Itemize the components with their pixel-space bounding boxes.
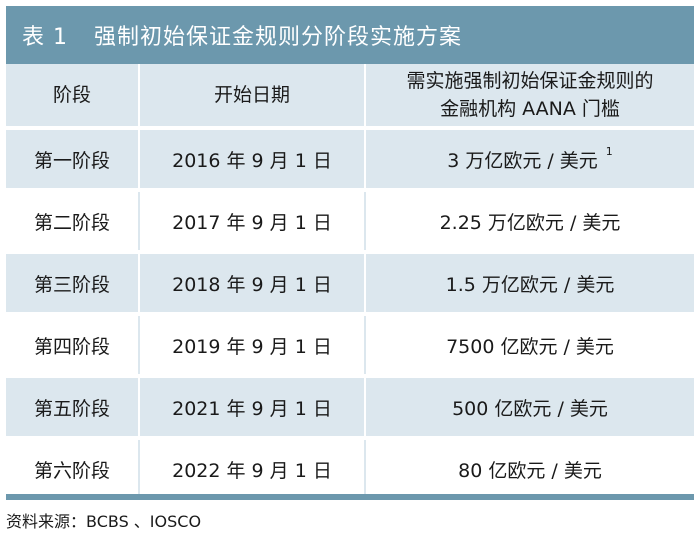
source-note: 资料来源：BCBS 、IOSCO — [6, 512, 202, 531]
table-row: 第五阶段 2021 年 9 月 1 日 500 亿欧元 / 美元 — [6, 378, 694, 440]
threshold-cell: 80 亿欧元 / 美元 — [458, 459, 602, 482]
phase-cell: 第三阶段 — [6, 254, 140, 312]
start-date-cell: 2016 年 9 月 1 日 — [140, 130, 366, 188]
header-start-date: 开始日期 — [140, 64, 366, 126]
phase-cell: 第四阶段 — [6, 316, 140, 374]
threshold-cell: 500 亿欧元 / 美元 — [452, 397, 608, 420]
phase-cell: 第五阶段 — [6, 378, 140, 436]
header-aana-line2: 金融机构 AANA 门槛 — [440, 98, 620, 120]
table-row: 第三阶段 2018 年 9 月 1 日 1.5 万亿欧元 / 美元 — [6, 254, 694, 316]
phase-table: 阶段 开始日期 需实施强制初始保证金规则的 金融机构 AANA 门槛 第一阶段 … — [6, 64, 694, 502]
table-row: 第六阶段 2022 年 9 月 1 日 80 亿欧元 / 美元 — [6, 440, 694, 502]
threshold-cell: 2.25 万亿欧元 / 美元 — [439, 211, 621, 234]
phase-cell: 第六阶段 — [6, 440, 140, 498]
threshold-value: 3 万亿欧元 / 美元 — [447, 149, 598, 172]
header-phase: 阶段 — [6, 64, 140, 126]
table-number: 表 1 — [22, 25, 68, 50]
start-date-cell: 2017 年 9 月 1 日 — [140, 192, 366, 250]
table-title-bar: 表 1 强制初始保证金规则分阶段实施方案 — [6, 6, 694, 64]
footnote-marker: 1 — [605, 144, 613, 158]
threshold-cell: 1.5 万亿欧元 / 美元 — [445, 273, 615, 296]
table-bottom-rule — [6, 494, 694, 500]
table-row: 第一阶段 2016 年 9 月 1 日 3 万亿欧元 / 美元 1 — [6, 130, 694, 192]
header-aana-line1: 需实施强制初始保证金规则的 — [406, 70, 654, 92]
start-date-cell: 2021 年 9 月 1 日 — [140, 378, 366, 436]
table-title: 强制初始保证金规则分阶段实施方案 — [94, 25, 463, 50]
table-row: 第四阶段 2019 年 9 月 1 日 7500 亿欧元 / 美元 — [6, 316, 694, 378]
header-aana-threshold: 需实施强制初始保证金规则的 金融机构 AANA 门槛 — [366, 64, 694, 126]
table-row: 第二阶段 2017 年 9 月 1 日 2.25 万亿欧元 / 美元 — [6, 192, 694, 254]
table-header-row: 阶段 开始日期 需实施强制初始保证金规则的 金融机构 AANA 门槛 — [6, 64, 694, 130]
threshold-cell: 7500 亿欧元 / 美元 — [446, 335, 614, 358]
threshold-cell: 3 万亿欧元 / 美元 1 — [366, 130, 694, 188]
start-date-cell: 2022 年 9 月 1 日 — [140, 440, 366, 498]
start-date-cell: 2019 年 9 月 1 日 — [140, 316, 366, 374]
phase-cell: 第二阶段 — [6, 192, 140, 250]
start-date-cell: 2018 年 9 月 1 日 — [140, 254, 366, 312]
phase-cell: 第一阶段 — [6, 130, 140, 188]
